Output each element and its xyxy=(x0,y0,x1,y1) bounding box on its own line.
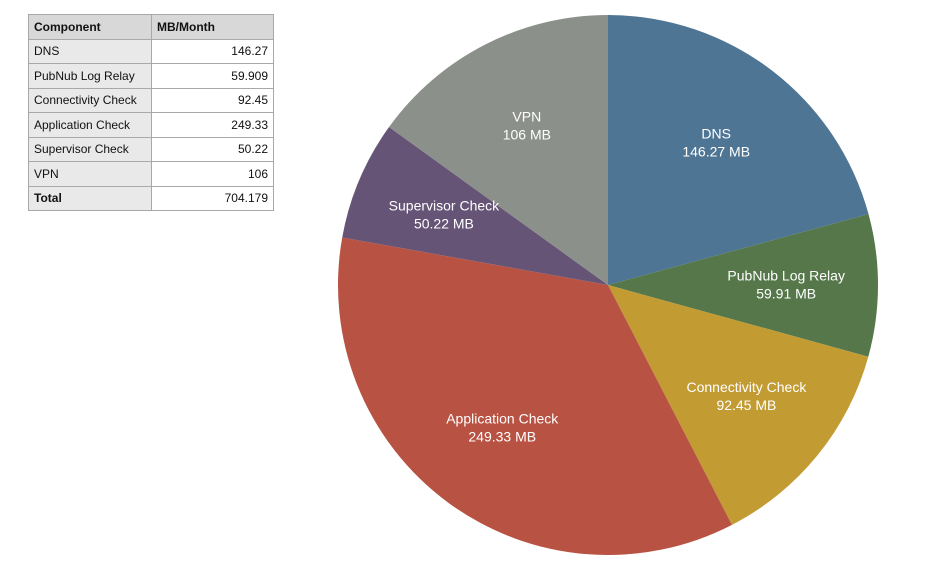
slice-name-label: Connectivity Check xyxy=(687,379,808,395)
slice-name-label: PubNub Log Relay xyxy=(727,267,845,283)
pie-slice-vpn xyxy=(389,15,608,285)
slice-value-label: 50.22 MB xyxy=(414,215,474,231)
pie-slice-pubnub-log-relay xyxy=(608,214,878,357)
pie-slice-supervisor-check xyxy=(342,127,608,285)
pie-slice-connectivity-check xyxy=(608,285,869,525)
total-row: Total 704.179 xyxy=(28,185,274,211)
slice-name-label: DNS xyxy=(701,125,731,141)
row-name: PubNub Log Relay xyxy=(28,63,152,89)
header-component: Component xyxy=(28,14,152,40)
table-row: VPN 106 xyxy=(28,161,274,187)
total-value: 704.179 xyxy=(151,185,274,211)
total-name: Total xyxy=(28,185,152,211)
slice-value-label: 249.33 MB xyxy=(468,428,536,444)
table-row: PubNub Log Relay 59.909 xyxy=(28,63,274,89)
row-name: Application Check xyxy=(28,112,152,138)
slice-value-label: 92.45 MB xyxy=(716,397,776,413)
slice-name-label: Supervisor Check xyxy=(389,197,500,213)
header-mb-month: MB/Month xyxy=(151,14,274,40)
row-value: 249.33 xyxy=(151,112,274,138)
slice-name-label: VPN xyxy=(512,108,541,124)
table-row: Application Check 249.33 xyxy=(28,112,274,138)
table-header-row: Component MB/Month xyxy=(28,14,274,40)
row-name: Supervisor Check xyxy=(28,136,152,162)
slice-value-label: 146.27 MB xyxy=(682,143,750,159)
data-table: Component MB/Month DNS 146.27 PubNub Log… xyxy=(28,14,274,211)
row-name: Connectivity Check xyxy=(28,87,152,113)
row-value: 106 xyxy=(151,161,274,187)
pie-slice-application-check xyxy=(338,237,732,555)
table-row: Supervisor Check 50.22 xyxy=(28,136,274,162)
row-value: 59.909 xyxy=(151,63,274,89)
slice-value-label: 106 MB xyxy=(503,126,551,142)
row-value: 146.27 xyxy=(151,38,274,64)
slice-name-label: Application Check xyxy=(446,410,559,426)
table-row: Connectivity Check 92.45 xyxy=(28,87,274,113)
slice-value-label: 59.91 MB xyxy=(756,285,816,301)
pie-slice-dns xyxy=(608,15,869,285)
row-value: 92.45 xyxy=(151,87,274,113)
